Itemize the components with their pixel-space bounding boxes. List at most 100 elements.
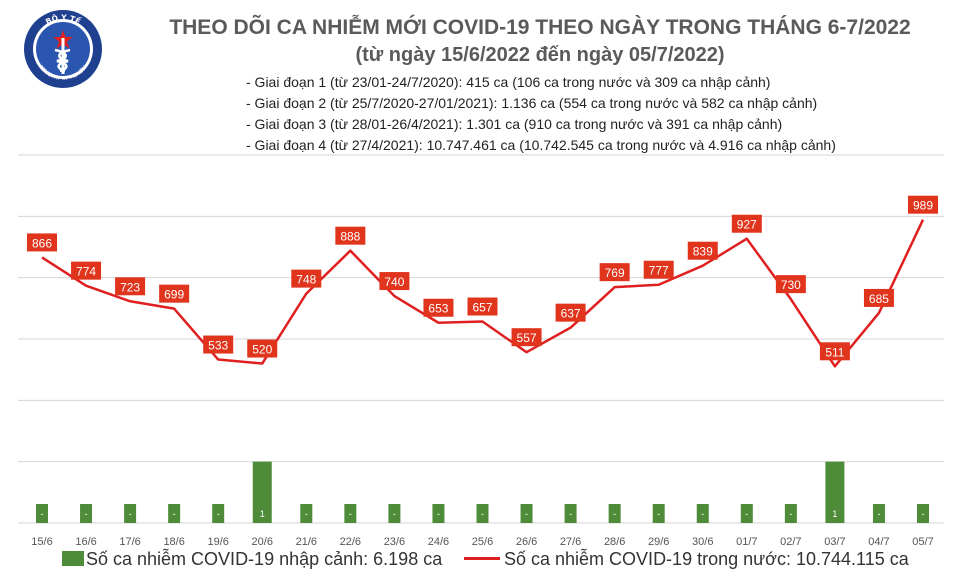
bar-data-label: - bbox=[41, 509, 44, 519]
bar-data-label: - bbox=[569, 509, 572, 519]
x-tick-label: 25/6 bbox=[472, 536, 493, 548]
line-data-label: 839 bbox=[693, 245, 713, 259]
bar bbox=[124, 504, 137, 523]
line-data-label: 774 bbox=[76, 265, 96, 279]
x-tick-label: 27/6 bbox=[560, 536, 581, 548]
chart-title: THEO DÕI CA NHIỄM MỚI COVID-19 THEO NGÀY… bbox=[169, 16, 911, 39]
line-data-label: 866 bbox=[32, 236, 52, 250]
x-tick-label: 17/6 bbox=[119, 536, 140, 548]
legend-imported-label: Số ca nhiễm COVID-19 nhập cảnh: 6.198 ca bbox=[86, 549, 443, 569]
bar bbox=[476, 504, 489, 523]
bar-data-label: - bbox=[437, 509, 440, 519]
bar bbox=[388, 504, 401, 523]
bar-data-label: - bbox=[657, 509, 660, 519]
line-data-label-box bbox=[599, 263, 630, 282]
bar bbox=[872, 504, 885, 523]
line-data-label-box bbox=[115, 277, 146, 296]
bar-data-label: - bbox=[701, 509, 704, 519]
x-tick-label: 21/6 bbox=[296, 536, 317, 548]
line-data-label: 723 bbox=[120, 280, 140, 294]
line-data-label-box bbox=[203, 335, 234, 354]
line-data-label-box bbox=[379, 272, 410, 291]
bar-data-label: - bbox=[613, 509, 616, 519]
bar-data-label: - bbox=[525, 509, 528, 519]
bar-data-label: - bbox=[745, 509, 748, 519]
line-data-label: 685 bbox=[869, 292, 889, 306]
bar bbox=[825, 461, 845, 523]
bar-data-label: - bbox=[349, 509, 352, 519]
bar bbox=[917, 504, 929, 523]
line-data-label: 557 bbox=[517, 331, 537, 345]
x-tick-label: 05/7 bbox=[912, 536, 933, 548]
line-data-label-box bbox=[555, 303, 586, 322]
svg-text:BỘ Y TẾ: BỘ Y TẾ bbox=[44, 13, 83, 27]
x-tick-label: 29/6 bbox=[648, 536, 669, 548]
bar-data-label: - bbox=[305, 509, 308, 519]
legend-bar-swatch bbox=[62, 551, 84, 566]
line-data-label-box bbox=[291, 269, 322, 288]
line-data-label-box bbox=[335, 226, 366, 245]
bar-data-label: - bbox=[173, 509, 176, 519]
bar bbox=[168, 504, 181, 523]
line-data-label: 533 bbox=[208, 339, 228, 353]
line-data-label: 769 bbox=[605, 266, 625, 280]
line-data-label-box bbox=[27, 233, 57, 252]
line-data-label: 927 bbox=[737, 218, 757, 232]
line-data-label: 637 bbox=[561, 307, 581, 321]
bar bbox=[784, 504, 797, 523]
line-data-label: 740 bbox=[384, 275, 404, 289]
bar-data-label: 1 bbox=[832, 509, 837, 519]
bar bbox=[212, 504, 225, 523]
line-data-label-box bbox=[467, 297, 498, 316]
x-tick-label: 02/7 bbox=[780, 536, 801, 548]
x-tick-label: 04/7 bbox=[868, 536, 889, 548]
bar-data-label: - bbox=[789, 509, 792, 519]
bar bbox=[652, 504, 665, 523]
bar bbox=[344, 504, 357, 523]
line-data-label: 888 bbox=[340, 230, 360, 244]
stage-3-text: - Giai đoạn 3 (từ 28/01-26/4/2021): 1.30… bbox=[246, 116, 783, 132]
x-tick-label: 28/6 bbox=[604, 536, 625, 548]
legend-imported: Số ca nhiễm COVID-19 nhập cảnh: 6.198 ca bbox=[62, 549, 442, 570]
stage-1-text: - Giai đoạn 1 (từ 23/01-24/7/2020): 415 … bbox=[246, 74, 771, 90]
bar bbox=[520, 504, 533, 523]
chart-subtitle: (từ ngày 15/6/2022 đến ngày 05/7/2022) bbox=[355, 44, 725, 66]
line-data-label-box bbox=[863, 288, 894, 307]
x-tick-label: 24/6 bbox=[428, 536, 449, 548]
bar-data-label: - bbox=[217, 509, 220, 519]
stage-summary: - Giai đoạn 1 (từ 23/01-24/7/2020): 415 … bbox=[246, 72, 836, 156]
line-data-label: 520 bbox=[252, 343, 272, 357]
line-data-label-box bbox=[908, 195, 938, 214]
bar bbox=[36, 504, 48, 523]
line-data-label: 511 bbox=[825, 345, 844, 359]
line-data-label: 653 bbox=[428, 302, 448, 316]
bar-data-label: - bbox=[922, 509, 925, 519]
bar bbox=[80, 504, 93, 523]
x-tick-label: 16/6 bbox=[75, 536, 96, 548]
line-data-label: 730 bbox=[781, 278, 801, 292]
legend-domestic-label: Số ca nhiễm COVID-19 trong nước: 10.744.… bbox=[504, 549, 909, 569]
legend-domestic: Số ca nhiễm COVID-19 trong nước: 10.744.… bbox=[464, 549, 909, 570]
bar-data-label: - bbox=[481, 509, 484, 519]
ministry-of-health-logo: BỘ Y TẾ MINISTRY OF HEALTH bbox=[24, 10, 102, 88]
bar bbox=[696, 504, 709, 523]
line-data-label-box bbox=[687, 241, 718, 260]
bar bbox=[564, 504, 577, 523]
x-tick-label: 03/7 bbox=[824, 536, 845, 548]
line-data-label-box bbox=[423, 298, 454, 317]
bar-data-label: - bbox=[877, 509, 880, 519]
bar-data-label: - bbox=[85, 509, 88, 519]
line-data-label-box bbox=[247, 339, 278, 358]
line-data-label-box bbox=[731, 214, 762, 233]
x-tick-label: 20/6 bbox=[252, 536, 273, 548]
bar-data-label: - bbox=[393, 509, 396, 519]
x-tick-label: 23/6 bbox=[384, 536, 405, 548]
x-tick-label: 18/6 bbox=[163, 536, 184, 548]
x-tick-label: 30/6 bbox=[692, 536, 713, 548]
x-tick-label: 22/6 bbox=[340, 536, 361, 548]
line-data-label-box bbox=[643, 260, 674, 279]
line-data-label-box bbox=[71, 261, 102, 280]
bar bbox=[608, 504, 621, 523]
bar-data-label: 1 bbox=[260, 509, 265, 519]
